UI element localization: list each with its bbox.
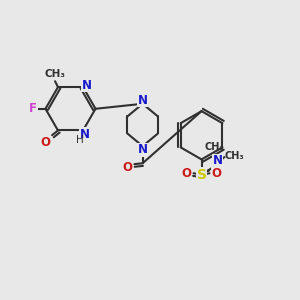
- Text: S: S: [196, 168, 206, 182]
- Text: N: N: [213, 154, 223, 167]
- Text: F: F: [29, 102, 37, 115]
- Text: H: H: [76, 135, 83, 145]
- Text: O: O: [211, 167, 221, 180]
- Text: N: N: [138, 94, 148, 107]
- Text: N: N: [80, 128, 89, 141]
- Text: N: N: [82, 79, 92, 92]
- Text: N: N: [138, 143, 148, 156]
- Text: CH₃: CH₃: [225, 151, 244, 160]
- Text: O: O: [40, 136, 50, 149]
- Text: O: O: [182, 167, 192, 180]
- Text: O: O: [122, 161, 132, 174]
- Text: CH₃: CH₃: [44, 69, 65, 80]
- Text: CH₃: CH₃: [205, 142, 225, 152]
